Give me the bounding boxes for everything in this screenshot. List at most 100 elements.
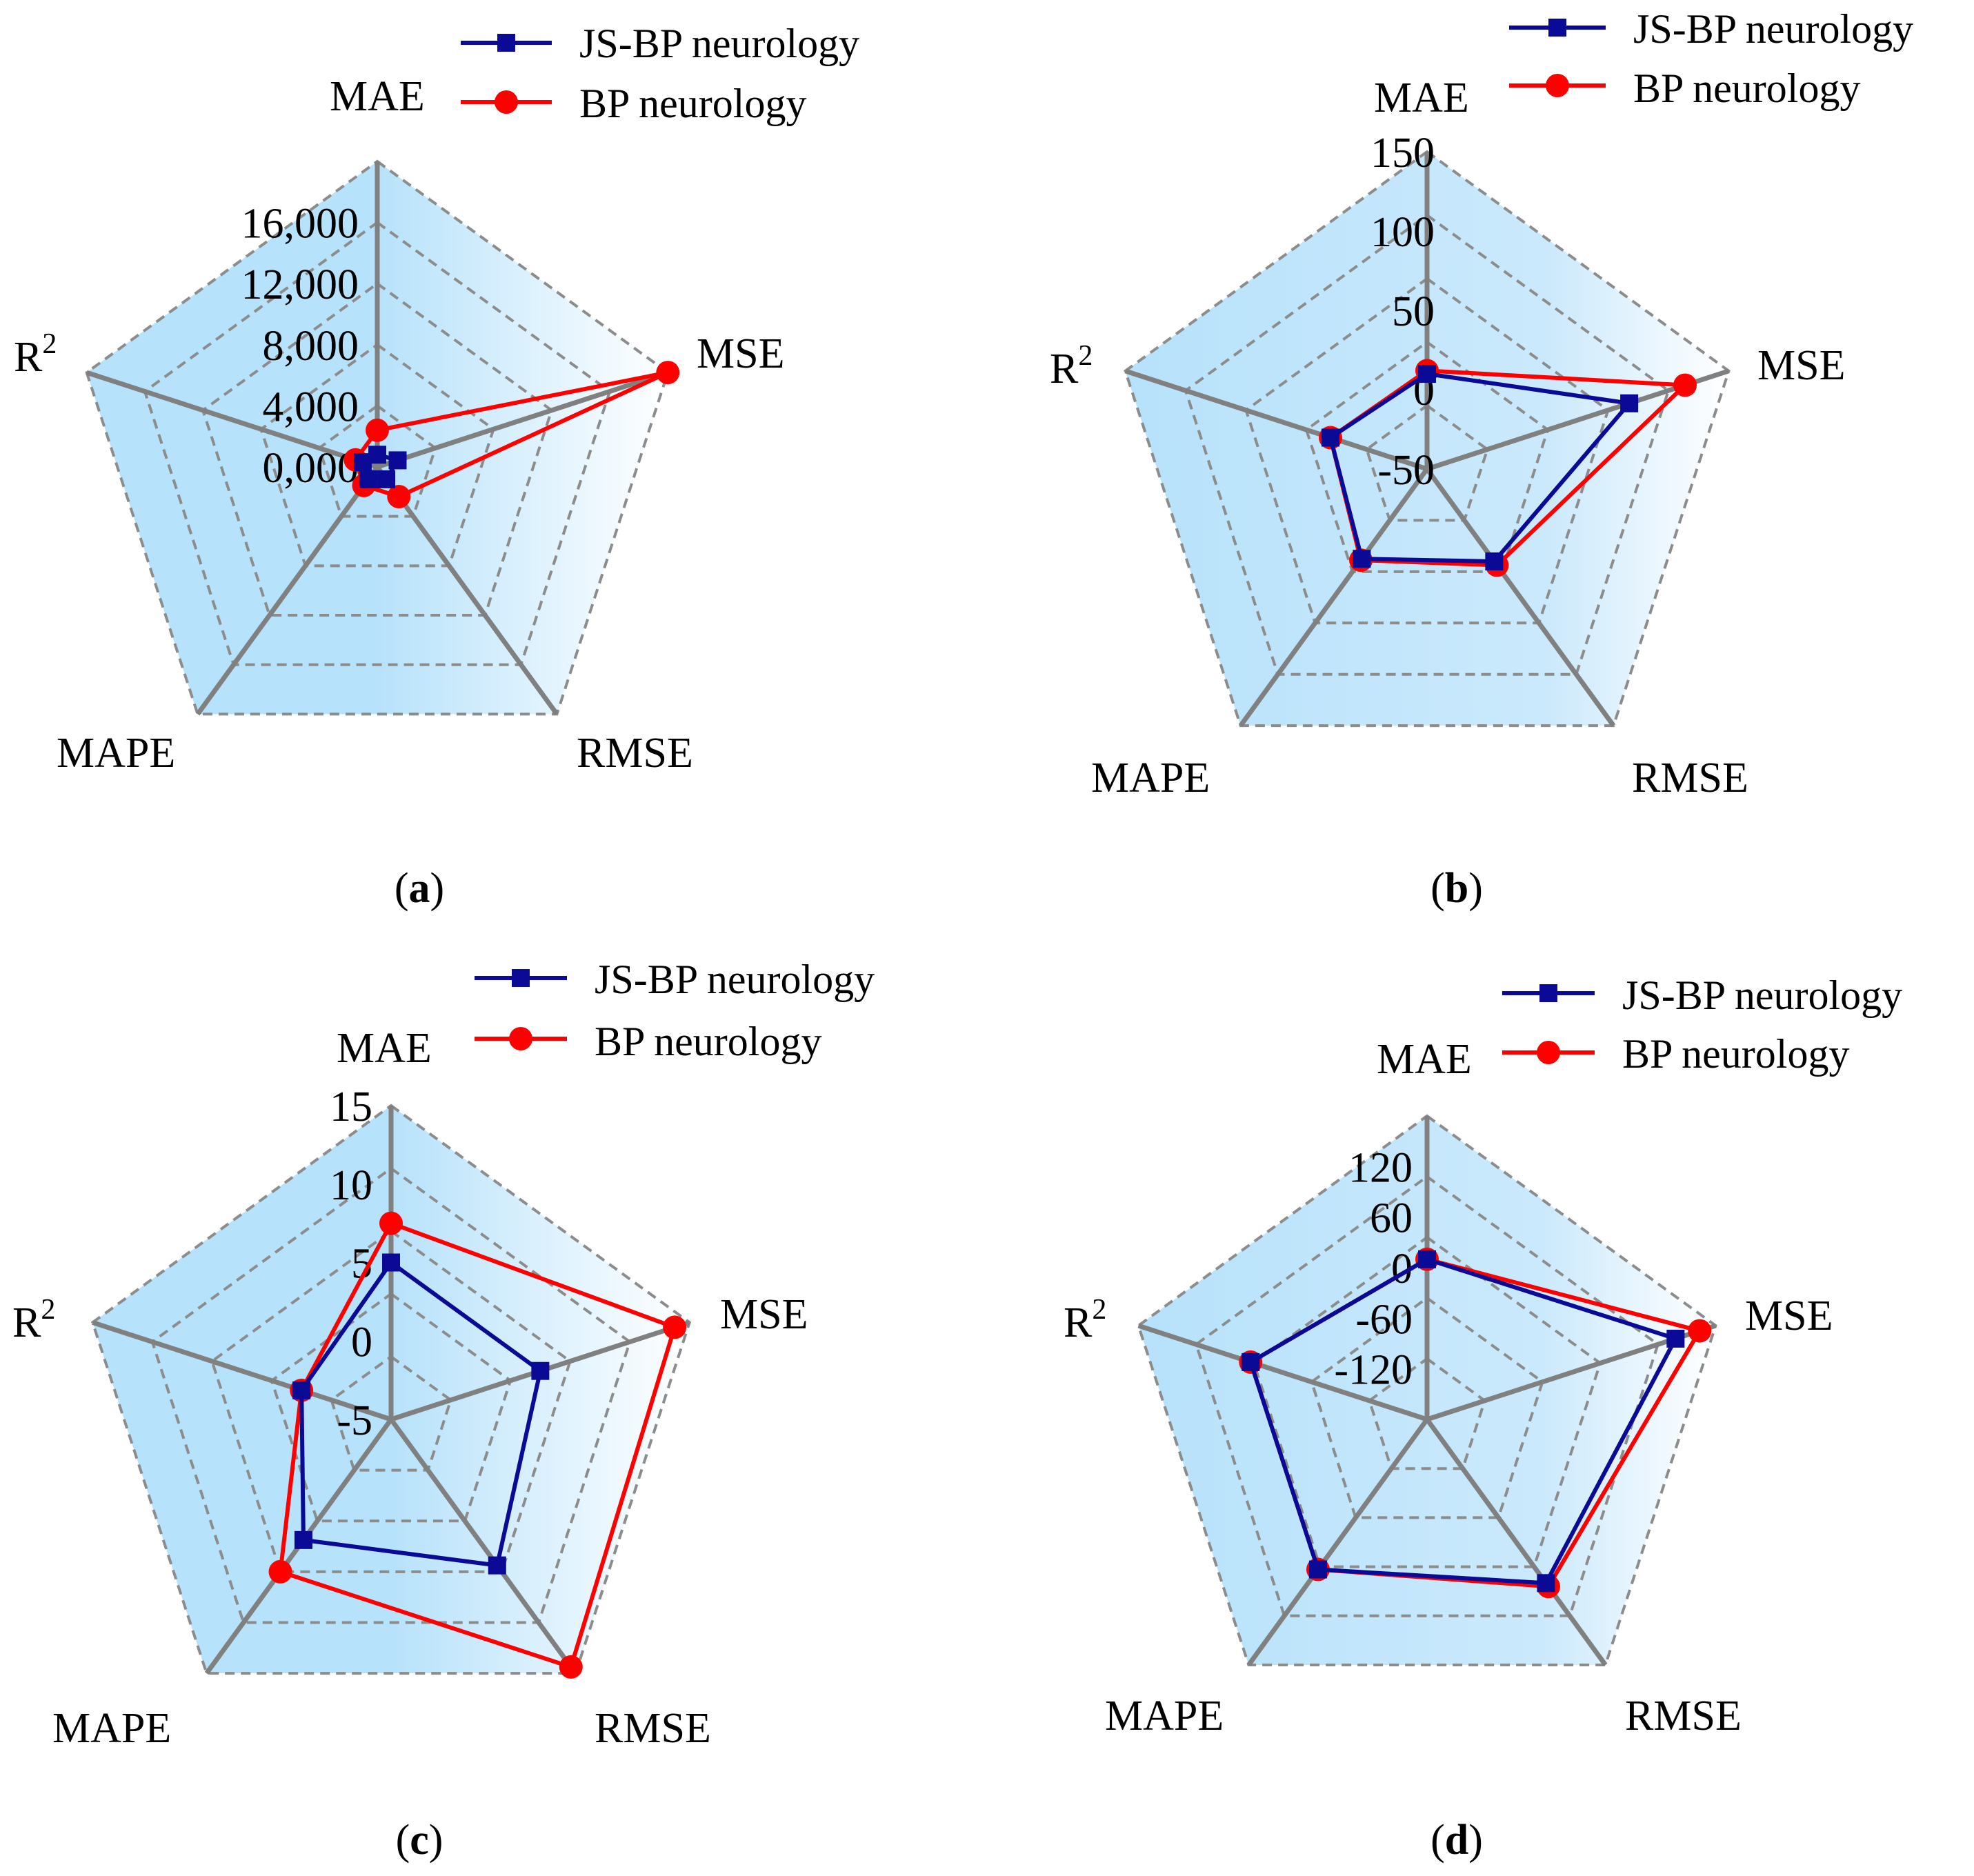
grid-ring (259, 343, 495, 568)
tick-label: 4,000 (263, 383, 359, 430)
axis-label-mae: MAE (330, 73, 425, 120)
data-point-js-bp-mse (1620, 394, 1639, 412)
grid-ring (1124, 150, 1731, 728)
tick-label: 100 (1370, 209, 1435, 256)
legend-bp-marker (509, 1027, 532, 1050)
series-line-js-bp (1328, 372, 1632, 563)
tick-label: 8,000 (263, 323, 359, 370)
legend: JS-BP neurology BP neurology (1502, 972, 1902, 1077)
panel-label-b: (b) (1430, 865, 1483, 912)
legend: JS-BP neurology BP neurology (475, 957, 875, 1064)
data-point-js-bp-mae (1418, 1250, 1436, 1268)
data-point-bp-mse (1688, 1319, 1712, 1343)
grid-ring (90, 1104, 692, 1675)
data-point-js-bp-mae (382, 1253, 400, 1272)
tick-label: 60 (1370, 1195, 1413, 1242)
grid-ring (1365, 403, 1489, 522)
legend-js-bp-marker (1539, 984, 1557, 1002)
data-point-js-bp-rmse (1537, 1574, 1555, 1593)
axis-spoke-mse (376, 370, 669, 470)
panel-label-c: (c) (396, 1817, 443, 1864)
legend-js-bp-label: JS-BP neurology (579, 21, 859, 66)
grid-ring (1310, 1296, 1544, 1519)
axis-label-r2: R2 (1064, 1294, 1106, 1346)
tick-label: 0,000 (263, 445, 359, 492)
data-point-js-bp-r2 (353, 453, 372, 472)
tick-label: -5 (337, 1397, 372, 1444)
series-line-js-bp (1248, 1257, 1678, 1586)
radar-panel-a: JS-BP neurology BP neurology 0,000 4,000 8… (14, 21, 859, 912)
legend-bp-label: BP neurology (1633, 66, 1860, 111)
tick-label: 15 (330, 1084, 372, 1130)
legend-js-bp-label: JS-BP neurology (1622, 972, 1902, 1018)
axis-label-mse: MSE (1757, 342, 1845, 389)
axis-label-rmse: RMSE (1632, 755, 1748, 801)
data-point-js-bp-mse (1666, 1329, 1685, 1348)
legend-bp-label: BP neurology (595, 1019, 821, 1064)
axis-spoke-r2 (86, 370, 379, 470)
data-point-js-bp-rmse (377, 470, 396, 488)
axis-label-mse: MSE (1745, 1293, 1833, 1339)
grid-ring (270, 1292, 512, 1523)
axis-label-mape: MAPE (1091, 755, 1210, 801)
legend-js-bp-label: JS-BP neurology (1633, 6, 1913, 52)
grid-ring (210, 1229, 572, 1573)
grid-ring (330, 1355, 452, 1472)
data-point-js-bp-mape (294, 1530, 312, 1549)
legend-bp-label: BP neurology (1622, 1031, 1849, 1077)
series-line-js-bp (299, 1260, 543, 1568)
axis-label-mae: MAE (337, 1025, 432, 1072)
data-point-bp-mse (1673, 373, 1697, 397)
grid-ring (85, 159, 670, 716)
tick-label: 12,000 (241, 261, 359, 308)
legend-bp-label: BP neurology (579, 81, 806, 126)
radar-panel-d: JS-BP neurology BP neurology -120-600601… (1064, 972, 1902, 1864)
series-line-bp (278, 1221, 677, 1669)
legend-bp-marker (495, 90, 518, 114)
axis-spoke-mape (1246, 1417, 1429, 1667)
grid-ring (201, 281, 554, 617)
tick-label: 16,000 (241, 201, 359, 248)
axis-label-rmse: RMSE (577, 730, 693, 777)
grid-ring (1184, 213, 1671, 676)
legend: JS-BP neurology BP neurology (461, 21, 859, 126)
tick-label: -60 (1355, 1296, 1413, 1343)
data-point-js-bp-mape (1308, 1560, 1327, 1579)
data-point-js-bp-mse (388, 451, 407, 470)
panel-label-d: (d) (1430, 1817, 1483, 1864)
axis-spoke-r2 (1137, 1323, 1428, 1422)
grid-ring (1304, 340, 1550, 573)
tick-label: -50 (1377, 447, 1435, 494)
axis-spoke-rmse (1425, 1417, 1608, 1667)
axis-label-r2: R2 (1050, 340, 1093, 392)
panel-label-a: (a) (395, 865, 444, 912)
grid-ring (1137, 1114, 1717, 1666)
axis-spoke-rmse (389, 1417, 578, 1675)
data-point-bp-mse (663, 1315, 687, 1339)
grid-ring (150, 1166, 632, 1624)
tick-label: 0 (351, 1319, 372, 1366)
data-point-bp-rmse (559, 1655, 583, 1679)
axis-spoke-rmse (375, 465, 559, 716)
tick-label: 10 (330, 1162, 372, 1209)
axis-spoke-mape (1238, 467, 1429, 728)
data-point-js-bp-mse (531, 1361, 550, 1380)
data-point-js-bp-rmse (1485, 552, 1504, 570)
data-point-js-bp-rmse (488, 1556, 506, 1575)
data-point-bp-mape (268, 1559, 292, 1584)
axis-label-mse: MSE (697, 330, 784, 377)
axis-spoke-r2 (92, 1320, 392, 1422)
legend-bp-marker (1546, 74, 1569, 97)
legend-js-bp-marker (512, 969, 530, 987)
tick-label: 50 (1392, 288, 1435, 335)
legend-bp-marker (1537, 1041, 1560, 1064)
axis-label-mape: MAPE (57, 730, 175, 777)
axis-label-mae: MAE (1374, 74, 1469, 121)
tick-label: 150 (1370, 130, 1435, 177)
axis-label-mape: MAPE (52, 1705, 171, 1752)
axis-spoke-rmse (1425, 467, 1616, 728)
data-point-bp-mse (656, 361, 680, 385)
axis-label-rmse: RMSE (1625, 1693, 1742, 1739)
legend-js-bp-marker (497, 34, 515, 52)
